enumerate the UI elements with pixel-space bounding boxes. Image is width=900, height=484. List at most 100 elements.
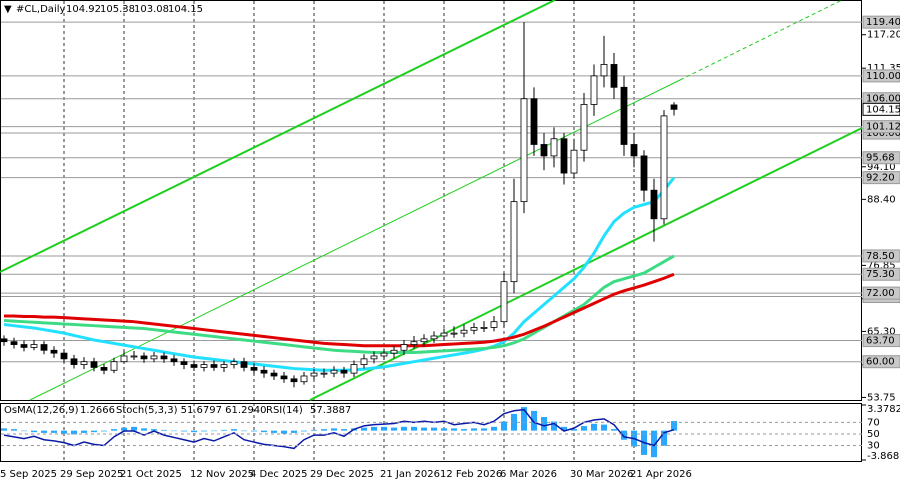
- osma-bar: [91, 430, 97, 433]
- header-arrow: ▼: [4, 4, 12, 15]
- level-label: 60.00: [866, 357, 895, 368]
- moving-average: [4, 272, 675, 348]
- osma-bar: [71, 430, 77, 435]
- low-value: 103.08: [134, 4, 169, 15]
- candle-body: [420, 338, 428, 343]
- candle-body: [540, 144, 548, 157]
- candle-body: [230, 361, 238, 365]
- osma-name: OsMA(12,26,9): [4, 405, 79, 416]
- osma-bar: [541, 416, 547, 431]
- candle-body: [660, 115, 668, 220]
- candle-body: [570, 149, 578, 174]
- x-tick-label: 6 Mar 2026: [500, 469, 557, 480]
- y-tick-label: 94.10: [867, 162, 896, 173]
- candle-body: [590, 75, 598, 105]
- level-box: [862, 355, 900, 369]
- candle-body: [440, 332, 448, 337]
- candle-body: [620, 86, 628, 145]
- candle-body: [450, 332, 458, 335]
- candle-body: [320, 372, 328, 375]
- osma-bar: [431, 427, 437, 431]
- candle-body: [650, 189, 658, 220]
- level-label: 110.00: [866, 71, 900, 82]
- osma-bar: [281, 430, 287, 434]
- candle-body: [500, 281, 508, 323]
- level-label: 63.70: [866, 336, 895, 347]
- osma-bar: [41, 430, 47, 433]
- osma-bar: [81, 430, 87, 433]
- osma-bar: [381, 426, 387, 431]
- level-label: 100.00: [866, 128, 900, 139]
- candle-body: [100, 367, 108, 371]
- rsi-tick-label: 30: [867, 441, 880, 452]
- high-value: 105.38: [100, 4, 135, 15]
- osma-bar: [151, 429, 157, 431]
- candle-body: [470, 327, 478, 331]
- osma-bar: [441, 428, 447, 431]
- candle-body: [10, 341, 18, 345]
- osma-tick-label: -3.8685: [867, 451, 900, 462]
- osma-bar: [491, 426, 497, 431]
- osma-bar: [551, 421, 557, 431]
- osma-bar: [531, 410, 537, 431]
- level-label: 72.00: [866, 288, 895, 299]
- candle-body: [160, 355, 168, 360]
- candle-body: [0, 338, 8, 343]
- candle-body: [580, 104, 588, 151]
- y-tick-label: 53.75: [867, 392, 896, 403]
- y-tick-label: 111.35: [867, 63, 900, 74]
- osma-bar: [291, 430, 297, 433]
- symbol: #CL,Daily: [16, 4, 65, 15]
- candle-body: [280, 375, 288, 380]
- moving-average: [3, 176, 676, 372]
- candle-body: [610, 64, 618, 88]
- candle-body: [530, 98, 538, 145]
- candle-body: [180, 361, 188, 365]
- candle-body: [220, 364, 228, 368]
- osma-bar: [271, 430, 277, 433]
- osma-bar: [101, 430, 107, 432]
- osma-bar: [171, 430, 177, 432]
- osma-bar: [261, 430, 267, 433]
- osma-bar: [21, 430, 27, 432]
- candle-body: [350, 364, 358, 374]
- osma-bar: [311, 429, 317, 431]
- price-box: [862, 102, 900, 116]
- x-tick-label: 12 Nov 2025: [190, 469, 254, 480]
- osma-bar: [241, 430, 247, 432]
- candle-body: [240, 361, 248, 368]
- candle-body: [80, 361, 88, 365]
- osma-value: 1.2666: [80, 405, 115, 416]
- level-box: [862, 267, 900, 281]
- x-tick-label: 29 Dec 2025: [310, 469, 374, 480]
- osma-bar: [571, 429, 577, 431]
- osma-tick-label: 3.3782: [867, 404, 900, 415]
- osma-bar: [201, 430, 207, 432]
- x-tick-label: 21 Oct 2025: [120, 469, 182, 480]
- candle-body: [390, 349, 398, 354]
- osma-bar: [211, 430, 217, 432]
- osma-bar: [611, 429, 617, 431]
- osma-bar: [501, 421, 507, 431]
- level-label: 106.00: [866, 94, 900, 105]
- y-tick-label: 76.85: [867, 260, 896, 271]
- candle-body: [40, 344, 48, 351]
- osma-bar: [481, 428, 487, 431]
- candle-body: [560, 138, 568, 174]
- osma-bar: [581, 426, 587, 431]
- osma-bar: [11, 429, 17, 431]
- osma-bar: [181, 430, 187, 432]
- osma-bar: [331, 428, 337, 431]
- osma-bar: [341, 429, 347, 431]
- candle-body: [60, 352, 68, 360]
- osma-bar: [191, 430, 197, 433]
- candle-body: [150, 355, 158, 360]
- rsi-line: [3, 408, 675, 450]
- rsi-tick-label: 70: [867, 417, 880, 428]
- level-box: [862, 69, 900, 83]
- osma-bar: [321, 429, 327, 431]
- candle-body: [110, 361, 118, 371]
- level-label: 92.20: [866, 173, 895, 184]
- indicator-panel: [0, 403, 862, 462]
- candle-body: [380, 352, 388, 357]
